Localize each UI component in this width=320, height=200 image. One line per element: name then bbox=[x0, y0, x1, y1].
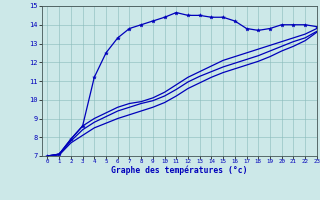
X-axis label: Graphe des températures (°c): Graphe des températures (°c) bbox=[111, 166, 247, 175]
